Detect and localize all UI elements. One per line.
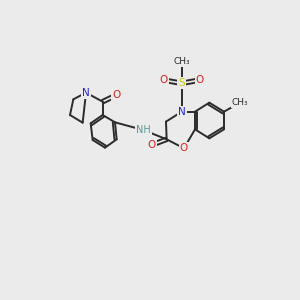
- Text: S: S: [178, 78, 185, 88]
- Text: O: O: [159, 75, 167, 85]
- Text: O: O: [112, 90, 121, 100]
- Text: NH: NH: [136, 125, 151, 135]
- Text: CH₃: CH₃: [173, 57, 190, 66]
- Text: O: O: [148, 140, 156, 150]
- Text: N: N: [178, 107, 185, 117]
- Text: CH₃: CH₃: [232, 98, 248, 107]
- Text: O: O: [196, 75, 204, 85]
- Text: N: N: [82, 88, 90, 98]
- Text: O: O: [180, 143, 188, 153]
